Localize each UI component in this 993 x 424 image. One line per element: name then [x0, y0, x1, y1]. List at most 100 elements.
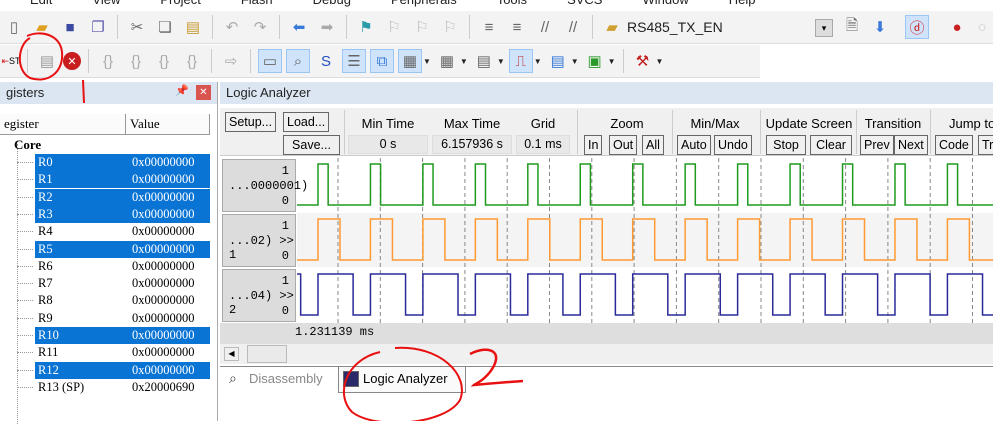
incremental-find-icon[interactable]: ⬇: [873, 19, 887, 36]
core-group[interactable]: Core: [14, 137, 42, 152]
undo-button[interactable]: Undo: [714, 135, 752, 155]
new-file-icon[interactable]: ▯: [9, 19, 19, 36]
register-value[interactable]: 0x00000000: [132, 224, 195, 239]
stop-icon[interactable]: ✕: [63, 52, 81, 70]
save-button[interactable]: Save...: [283, 135, 340, 155]
close-icon[interactable]: ✕: [196, 85, 211, 100]
trace-window-icon[interactable]: ▤: [550, 53, 565, 70]
register-value[interactable]: 0x00000000: [132, 258, 195, 273]
nav-back-icon[interactable]: ⬅: [292, 19, 306, 36]
find-in-files-icon[interactable]: ▰: [606, 19, 618, 36]
disassembly-window-icon[interactable]: ⌕: [286, 49, 310, 73]
menu-flash[interactable]: Flash: [241, 0, 273, 8]
register-row[interactable]: R7 0x00000000: [0, 275, 210, 292]
register-value[interactable]: 0x00000000: [132, 310, 195, 325]
system-viewer-icon[interactable]: ▣: [587, 53, 602, 70]
menu-edit[interactable]: Edit: [30, 0, 52, 8]
show-next-statement-icon[interactable]: ⇨: [224, 53, 238, 70]
register-value[interactable]: 0x00000000: [132, 241, 195, 256]
menu-view[interactable]: View: [92, 0, 120, 8]
column-value[interactable]: Value: [126, 114, 210, 134]
signal-label[interactable]: ...0000001) 1 0: [222, 159, 308, 212]
register-value[interactable]: 0x00000000: [132, 276, 195, 291]
debug-session-icon[interactable]: ⓓ: [905, 15, 929, 39]
setup-button[interactable]: Setup...: [225, 112, 277, 132]
register-row[interactable]: R4 0x00000000: [0, 223, 210, 240]
code-button[interactable]: Code: [935, 135, 973, 155]
register-value[interactable]: 0x00000000: [132, 206, 195, 221]
clear-bookmarks-icon[interactable]: ⚐: [443, 19, 457, 36]
menu-debug[interactable]: Debug: [313, 0, 351, 8]
register-row[interactable]: R9 0x00000000: [0, 310, 210, 327]
find-icon[interactable]: 🗎: [845, 16, 859, 34]
memory-window-icon[interactable]: ▦: [439, 53, 455, 70]
load-button[interactable]: Load...: [283, 112, 330, 132]
prev-bookmark-icon[interactable]: ⚐: [387, 19, 401, 36]
menu-help[interactable]: Help: [729, 0, 756, 8]
zoom-out-button[interactable]: Out: [609, 135, 638, 155]
register-row[interactable]: R3 0x00000000: [0, 205, 210, 223]
register-value[interactable]: 0x00000000: [132, 362, 195, 377]
command-window-icon[interactable]: ▭: [258, 49, 282, 73]
breakpoint-icon[interactable]: ●: [952, 18, 962, 36]
trace-button[interactable]: Tr: [978, 135, 993, 155]
run-icon[interactable]: ▤: [39, 53, 55, 70]
symbols-window-icon[interactable]: S: [320, 52, 331, 70]
register-row[interactable]: R1 0x00000000: [0, 171, 210, 189]
tab-disassembly[interactable]: ⌕ Disassembly: [225, 367, 335, 393]
column-register[interactable]: egister: [0, 114, 126, 134]
menu-peripherals[interactable]: Peripherals: [391, 0, 457, 8]
menu-window[interactable]: Window: [642, 0, 688, 8]
register-value[interactable]: 0x00000000: [132, 172, 195, 187]
register-value[interactable]: 0x00000000: [132, 345, 195, 360]
bookmark-icon[interactable]: ⚑: [359, 19, 373, 36]
reset-icon[interactable]: ⇤ ST: [1, 55, 21, 67]
pin-icon[interactable]: 📌: [175, 85, 189, 97]
scroll-thumb[interactable]: [247, 345, 287, 363]
indent-icon[interactable]: ≡: [484, 18, 494, 36]
register-value[interactable]: 0x00000000: [132, 328, 195, 342]
register-row[interactable]: R13 (SP) 0x20000690: [0, 379, 210, 396]
zoom-in-button[interactable]: In: [584, 135, 603, 155]
watch-window-icon[interactable]: ▦: [398, 49, 422, 73]
redo-icon[interactable]: ↷: [253, 19, 267, 36]
register-value[interactable]: 0x00000000: [132, 189, 195, 204]
cut-icon[interactable]: ✂: [130, 19, 144, 36]
target-dropdown[interactable]: ▾: [815, 19, 833, 37]
copy-icon[interactable]: ❏: [158, 19, 172, 36]
register-row[interactable]: R5 0x00000000: [0, 240, 210, 258]
register-row[interactable]: R6 0x00000000: [0, 258, 210, 275]
save-icon[interactable]: ■: [65, 18, 75, 36]
menu-project[interactable]: Project: [160, 0, 200, 8]
disable-breakpoint-icon[interactable]: ○: [977, 18, 987, 36]
next-button[interactable]: Next: [894, 135, 928, 155]
register-row[interactable]: R11 0x00000000: [0, 344, 210, 361]
serial-window-icon[interactable]: ▤: [476, 53, 491, 70]
target-name[interactable]: RS485_TX_EN: [627, 19, 723, 35]
register-value[interactable]: 0x00000000: [132, 155, 195, 169]
open-folder-icon[interactable]: ▰: [36, 19, 48, 36]
analysis-window-icon[interactable]: ⎍: [508, 49, 533, 73]
paste-icon[interactable]: ▤: [185, 19, 201, 36]
step-out-icon[interactable]: {}: [158, 52, 170, 70]
waveform-canvas[interactable]: [220, 158, 993, 323]
register-row[interactable]: R10 0x00000000: [0, 327, 210, 344]
menu-svcs[interactable]: SVCS: [567, 0, 602, 8]
register-value[interactable]: 0x00000000: [132, 293, 195, 308]
prev-button[interactable]: Prev: [860, 135, 894, 155]
step-over-icon[interactable]: {}: [130, 52, 142, 70]
step-into-icon[interactable]: {}: [102, 52, 114, 70]
clear-button[interactable]: Clear: [810, 135, 852, 155]
nav-forward-icon[interactable]: ➡: [320, 19, 334, 36]
next-bookmark-icon[interactable]: ⚐: [415, 19, 429, 36]
menu-tools[interactable]: Tools: [497, 0, 527, 8]
register-row[interactable]: R12 0x00000000: [0, 361, 210, 379]
save-all-icon[interactable]: ❐: [91, 19, 105, 36]
registers-window-icon[interactable]: ☰: [342, 49, 366, 73]
register-row[interactable]: R0 0x00000000: [0, 154, 210, 171]
undo-icon[interactable]: ↶: [225, 19, 239, 36]
scroll-left-button[interactable]: ◀: [224, 347, 239, 361]
zoom-all-button[interactable]: All: [642, 135, 664, 155]
